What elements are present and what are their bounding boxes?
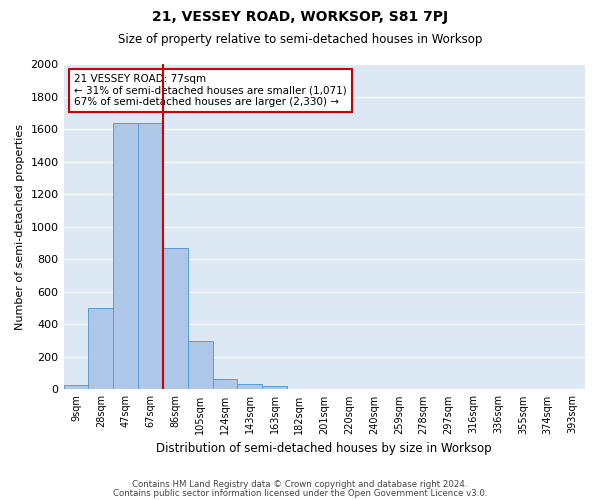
Y-axis label: Number of semi-detached properties: Number of semi-detached properties [15,124,25,330]
Bar [163,248,188,390]
Bar [312,388,337,390]
X-axis label: Distribution of semi-detached houses by size in Worksop: Distribution of semi-detached houses by … [157,442,492,455]
Text: Contains HM Land Registry data © Crown copyright and database right 2024.: Contains HM Land Registry data © Crown c… [132,480,468,489]
Bar [212,379,238,390]
Bar [138,122,163,390]
Bar [64,384,88,390]
Bar [262,386,287,390]
Text: 21 VESSEY ROAD: 77sqm
← 31% of semi-detached houses are smaller (1,071)
67% of s: 21 VESSEY ROAD: 77sqm ← 31% of semi-deta… [74,74,347,107]
Bar [188,340,212,390]
Bar [88,308,113,390]
Bar [113,122,138,390]
Bar [287,388,312,390]
Text: Contains public sector information licensed under the Open Government Licence v3: Contains public sector information licen… [113,488,487,498]
Text: 21, VESSEY ROAD, WORKSOP, S81 7PJ: 21, VESSEY ROAD, WORKSOP, S81 7PJ [152,10,448,24]
Bar [238,384,262,390]
Text: Size of property relative to semi-detached houses in Worksop: Size of property relative to semi-detach… [118,32,482,46]
